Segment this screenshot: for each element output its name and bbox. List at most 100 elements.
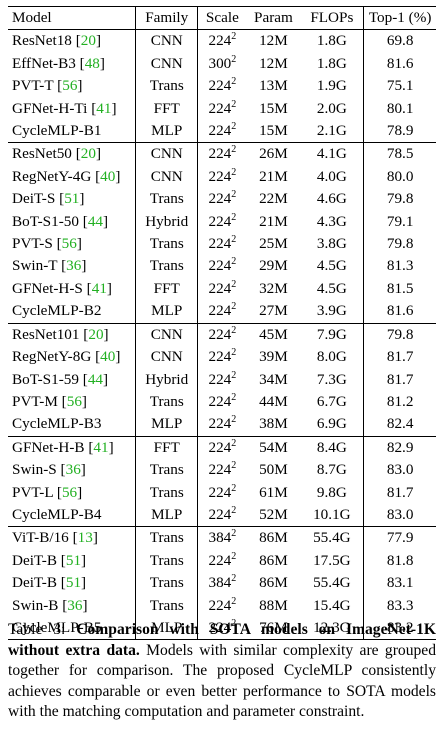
cell-param: 21M — [259, 212, 288, 230]
cell-flops: 4.6G — [300, 188, 365, 211]
cell-family: Trans — [135, 75, 199, 98]
cell-family: MLP — [135, 120, 199, 143]
scale-base: 224 — [208, 392, 232, 410]
citation-link[interactable]: 44 — [87, 370, 103, 388]
table-row: CycleMLP-B1 MLP 2242 15M 2.1G 78.9 — [8, 120, 436, 143]
scale-base: 224 — [208, 167, 232, 185]
scale-base: 224 — [208, 145, 232, 163]
cell-family: MLP — [135, 300, 199, 324]
cell-param: 27M — [259, 302, 288, 320]
citation-link[interactable]: 20 — [80, 32, 96, 50]
table-row: CycleMLP-B4 MLP 2242 52M 10.1G 83.0 — [8, 503, 436, 527]
scale-exponent: 2 — [231, 31, 237, 43]
cell-flops: 3.8G — [300, 233, 365, 256]
cell-family: Trans — [135, 459, 199, 482]
model-name: BoT-S1-59 — [12, 370, 79, 388]
cell-scale: 3002 — [198, 53, 247, 75]
cell-family: Trans — [135, 594, 199, 617]
scale-exponent: 2 — [231, 482, 237, 494]
cell-family: CNN — [135, 323, 199, 347]
scale-base: 224 — [208, 32, 232, 50]
cell-top1: 81.7 — [386, 348, 414, 366]
cell-top1: 81.8 — [386, 551, 414, 569]
model-name: RegNetY-4G — [12, 167, 92, 185]
cell-scale: 3842 — [198, 572, 247, 594]
citation-link[interactable]: 51 — [65, 574, 82, 592]
header-model: Model — [8, 6, 137, 30]
citation-link[interactable]: 56 — [66, 392, 82, 410]
citation-link[interactable]: 40 — [100, 348, 116, 366]
cell-flops: 7.9G — [300, 323, 365, 347]
table-row: DeiT-B [51] Trans 3842 86M 55.4G 83.1 — [8, 572, 436, 595]
cell-param: 39M — [259, 348, 288, 366]
cell-scale: 2242 — [198, 550, 247, 572]
citation-link[interactable]: 56 — [61, 235, 77, 253]
citation-link[interactable]: 51 — [64, 190, 80, 208]
citation-link[interactable]: 36 — [66, 257, 82, 275]
cell-scale: 2242 — [198, 323, 247, 346]
table-group: ResNet101 [20] CNN 2242 45M 7.9G 79.8 RegNetY-… — [8, 323, 436, 437]
cell-model: CycleMLP-B4 — [8, 503, 137, 527]
cell-flops: 4.5G — [300, 277, 365, 301]
table-row: ResNet101 [20] CNN 2242 45M 7.9G 79.8 — [8, 323, 436, 347]
cell-top1: 81.2 — [386, 392, 414, 410]
model-name: CycleMLP-B3 — [12, 415, 102, 433]
cell-model: ResNet18 [20] — [8, 29, 137, 53]
table-group: ResNet18 [20] CNN 2242 12M 1.8G 69.8 EffNet-B3… — [8, 29, 436, 143]
cell-flops: 4.3G — [300, 210, 365, 234]
citation-link[interactable]: 36 — [67, 596, 83, 614]
table-row: GFNet-H-Ti [41] FFT 2242 15M 2.0G 80.1 — [8, 97, 436, 121]
cell-param: 13M — [259, 77, 288, 95]
model-name: CycleMLP-B4 — [12, 505, 102, 523]
citation-link[interactable]: 13 — [77, 529, 93, 547]
cell-top1: 69.8 — [386, 32, 414, 50]
cell-scale: 3842 — [198, 527, 247, 550]
cell-scale: 2242 — [198, 346, 247, 368]
scale-exponent: 2 — [231, 460, 237, 472]
citation-link[interactable]: 51 — [65, 551, 82, 569]
citation-link[interactable]: 20 — [88, 325, 104, 343]
cell-model: ViT-B/16 [13] — [8, 526, 137, 550]
cell-param: 21M — [259, 167, 288, 185]
table-row: Swin-T [36] Trans 2242 29M 4.5G 81.3 — [8, 255, 436, 278]
table-row: BoT-S1-50 [44] Hybrid 2242 21M 4.3G 79.1 — [8, 210, 436, 234]
citation-link[interactable]: 56 — [62, 77, 78, 95]
cell-model: PVT-T [56] — [8, 75, 137, 98]
cell-family: MLP — [135, 616, 199, 640]
cell-param: 86M — [259, 529, 288, 547]
citation-link[interactable]: 48 — [84, 54, 100, 72]
cell-top1: 82.9 — [386, 438, 414, 456]
citation-link[interactable]: 56 — [61, 483, 78, 501]
cell-model: GFNet-H-B [41] — [8, 436, 137, 460]
citation-link[interactable]: 40 — [100, 167, 116, 185]
cell-family: MLP — [135, 503, 199, 527]
cell-top1: 77.9 — [386, 529, 414, 547]
scale-base: 224 — [208, 438, 232, 456]
cell-flops: 7.3G — [300, 368, 365, 391]
cell-scale: 2242 — [198, 482, 247, 504]
citation-link[interactable]: 41 — [96, 99, 112, 117]
cell-flops: 1.8G — [300, 29, 365, 53]
cell-top1: 83.2 — [386, 618, 414, 636]
cell-family: Trans — [135, 526, 199, 550]
cell-model: PVT-S [56] — [8, 233, 137, 256]
scale-base: 224 — [208, 122, 232, 140]
citation-link[interactable]: 41 — [93, 438, 109, 456]
scale-base: 224 — [208, 415, 232, 433]
cell-flops: 15.4G — [300, 594, 365, 617]
cell-top1: 83.1 — [386, 574, 414, 592]
cell-flops: 2.1G — [300, 120, 365, 143]
cell-family: MLP — [135, 413, 199, 437]
cell-param: 15M — [259, 122, 288, 140]
table-row: ViT-B/16 [13] Trans 3842 86M 55.4G 77.9 — [8, 526, 436, 550]
model-name: GFNet-H-Ti — [12, 99, 88, 117]
cell-top1: 83.3 — [386, 596, 414, 614]
table-row: RegNetY-8G [40] CNN 2242 39M 8.0G 81.7 — [8, 346, 436, 369]
cell-model: ResNet101 [20] — [8, 323, 137, 347]
citation-link[interactable]: 44 — [87, 212, 103, 230]
citation-link[interactable]: 36 — [65, 461, 81, 479]
citation-link[interactable]: 41 — [91, 279, 107, 297]
cell-param: 54M — [259, 438, 288, 456]
cell-flops: 55.4G — [300, 572, 365, 595]
citation-link[interactable]: 20 — [80, 145, 96, 163]
